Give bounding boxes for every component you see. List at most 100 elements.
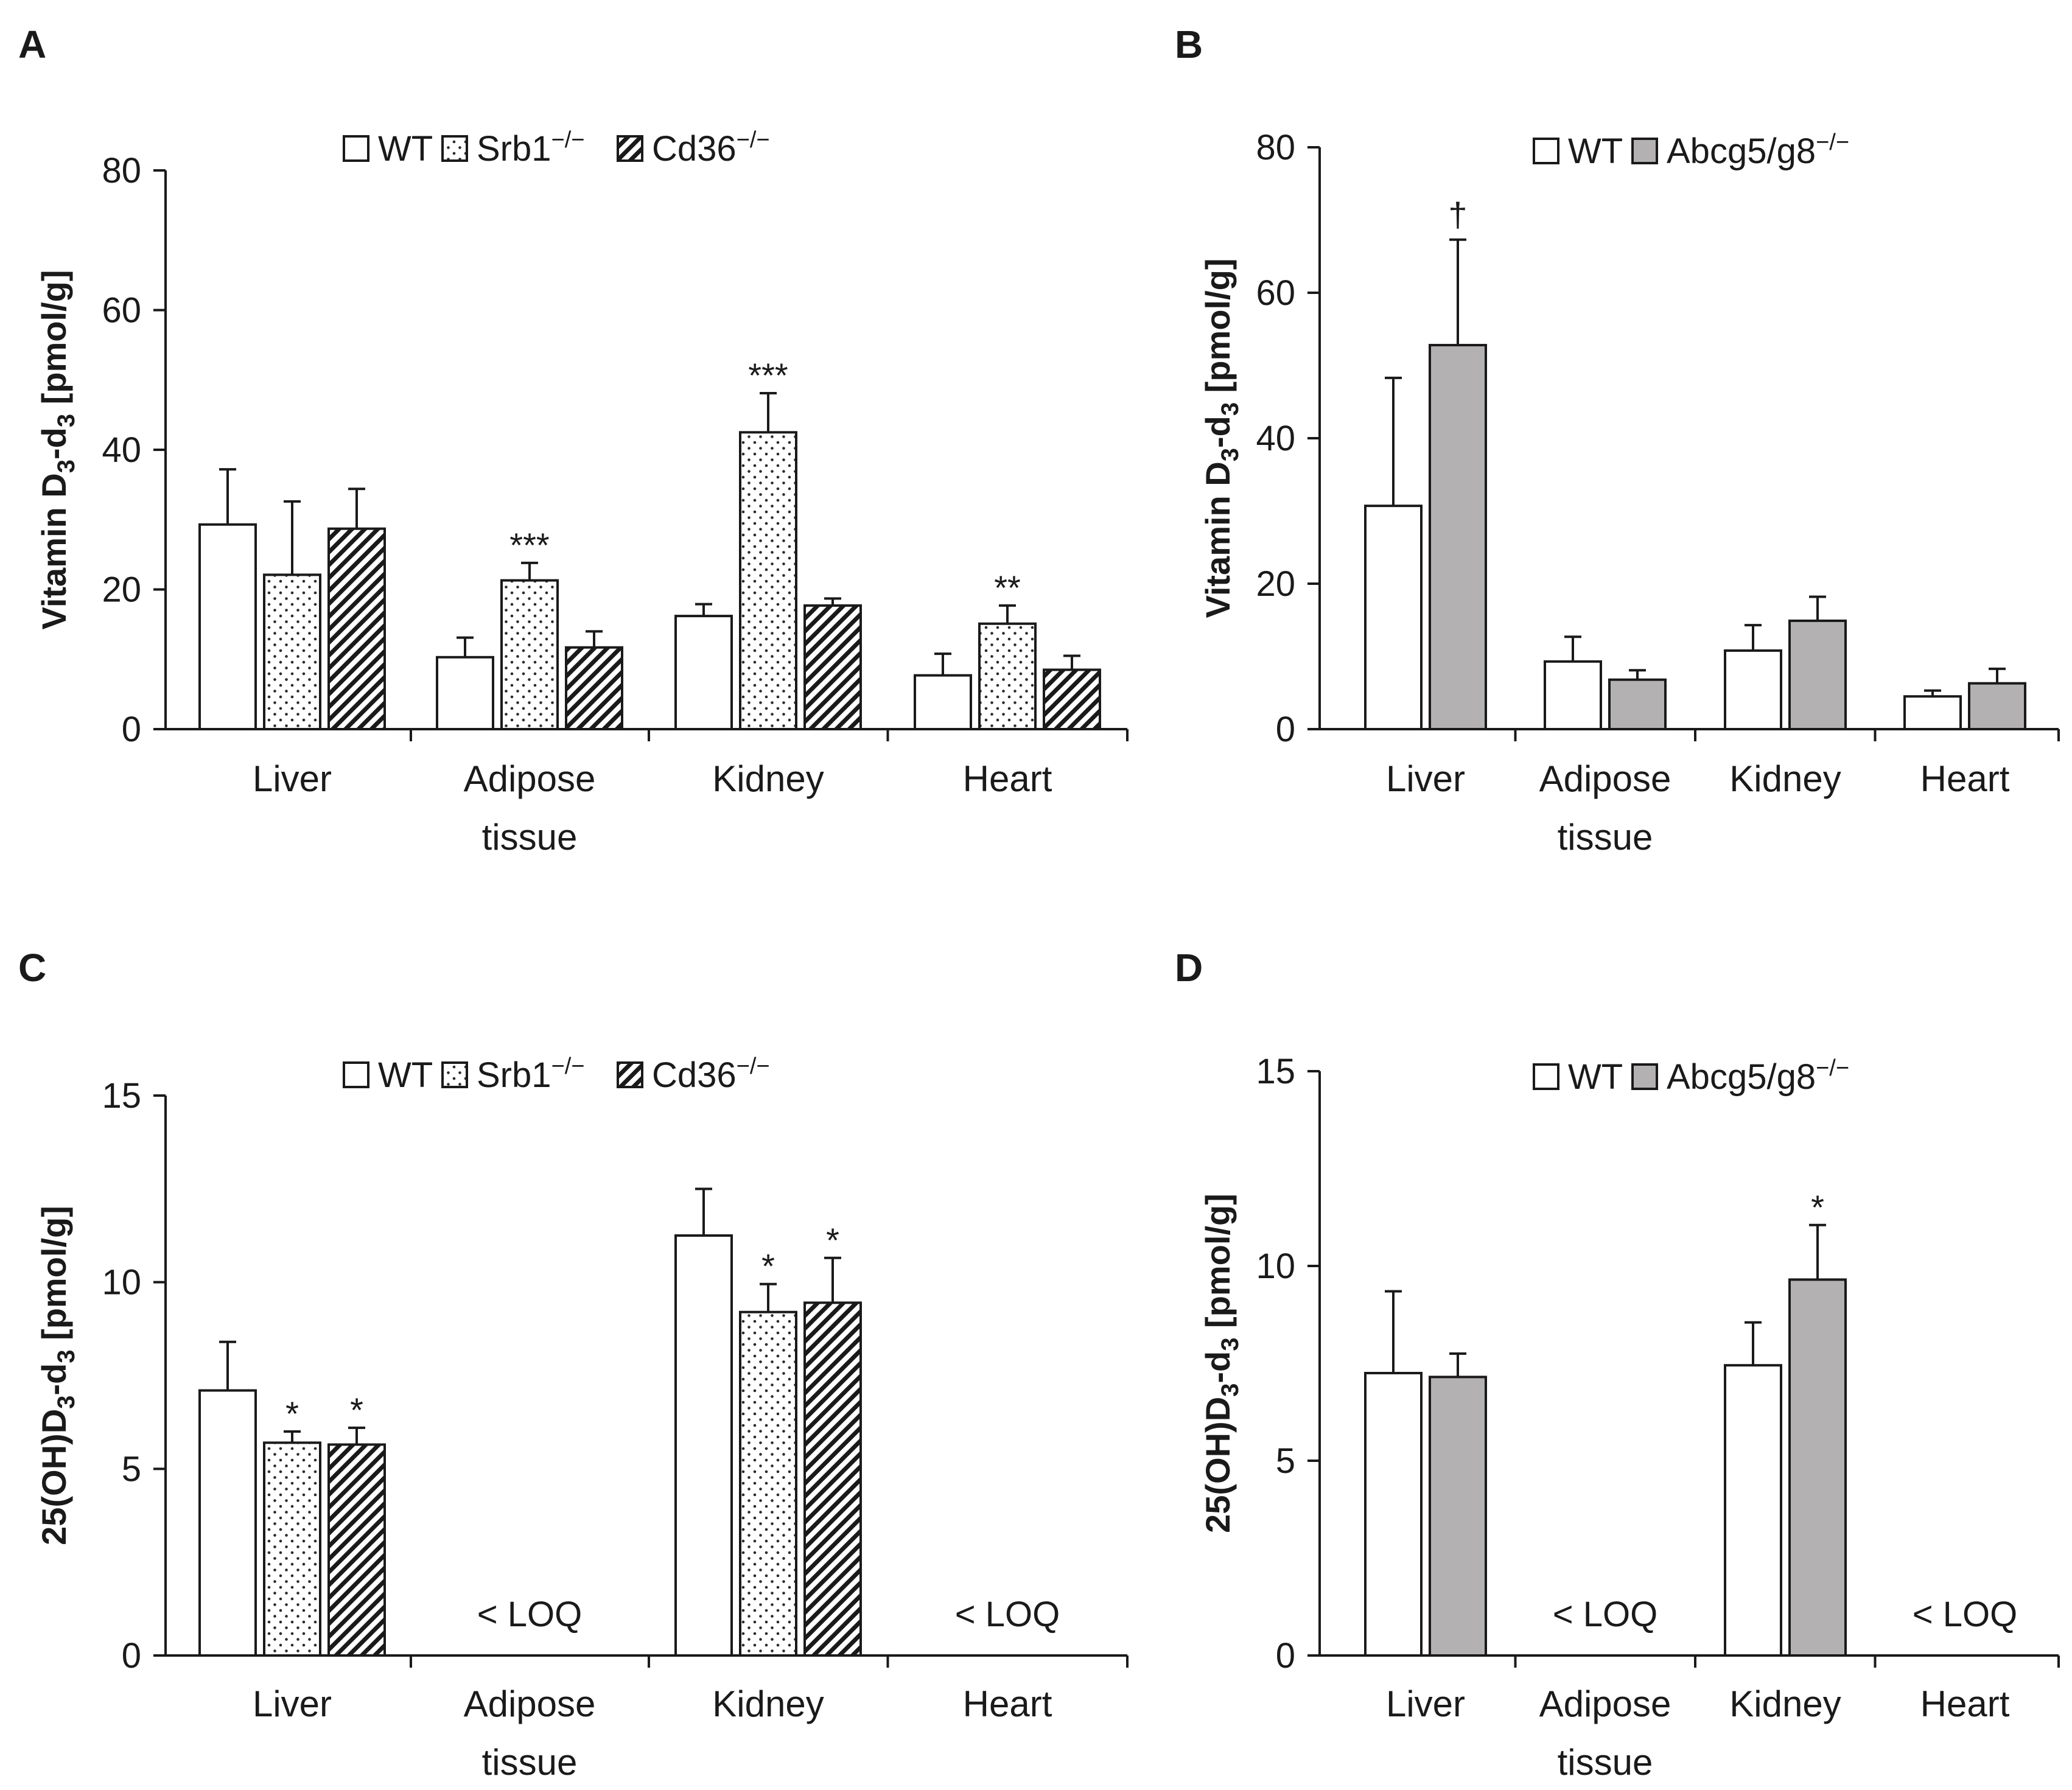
category-label: tissue (482, 1742, 578, 1783)
bar (739, 1310, 797, 1657)
category-label: Adipose (464, 1683, 596, 1724)
loq-annotation: < LOQ (1553, 1595, 1657, 1634)
bar (500, 579, 559, 731)
bar (1364, 505, 1423, 730)
legend-superscript: −/− (737, 1054, 770, 1079)
legend-swatch (343, 135, 369, 162)
bar (674, 1234, 733, 1657)
y-tick-label: 15 (102, 1076, 141, 1116)
panel-label: D (1175, 946, 1203, 990)
bar (1429, 344, 1487, 730)
y-tick-label: 5 (122, 1449, 141, 1489)
bar (1724, 1364, 1782, 1657)
y-axis-label: Vitamin D3-d3 [pmol/g] (35, 270, 80, 630)
legend-swatch (1631, 138, 1658, 164)
y-axis-label-main: Vitamin D (1199, 461, 1237, 618)
y-tick-label: 10 (102, 1263, 141, 1302)
bar (263, 1441, 321, 1657)
legend-superscript: −/− (551, 127, 585, 153)
category-label: Liver (253, 1683, 332, 1724)
legend-name: Cd36 (652, 1055, 737, 1095)
y-axis-label-main: 25(OH)D (1199, 1397, 1237, 1533)
y-tick-label: 40 (102, 430, 141, 470)
y-tick-label: 80 (102, 151, 141, 191)
bar (565, 646, 623, 731)
legend-label: Cd36−/− (652, 1054, 770, 1095)
bar (198, 523, 257, 730)
y-axis-label-sub1: 3 (53, 1396, 80, 1409)
legend-name: WT (1568, 131, 1623, 171)
legend-label: WT (378, 1055, 433, 1095)
y-axis-label-tail: [pmol/g] (1199, 259, 1237, 402)
bar (978, 622, 1037, 731)
legend-label: Abcg5/g8−/− (1667, 1055, 1849, 1097)
y-tick-label: 40 (1256, 419, 1295, 458)
y-axis-label-main: Vitamin D (35, 473, 73, 629)
legend-name: WT (378, 129, 433, 169)
y-axis-label-mid: -d (1199, 1351, 1237, 1383)
y-axis-label-mid: -d (1199, 416, 1237, 448)
panel-b: B 0 20 40 60 80 Liver Adipose tissue Kidney Heart V… (1175, 23, 2060, 858)
bar (327, 1443, 386, 1657)
bar (1788, 1278, 1847, 1657)
bar (739, 431, 797, 730)
legend-swatch (343, 1061, 369, 1088)
bar (914, 674, 972, 730)
category-label: Adipose (1539, 758, 1671, 799)
legend-swatch (441, 1061, 468, 1088)
category-label: Kidney (712, 758, 824, 799)
category-label: tissue (1558, 817, 1653, 858)
legend-label: WT (378, 129, 433, 169)
legend-superscript: −/− (737, 127, 770, 153)
bar (1608, 678, 1667, 730)
significance-marker: † (1448, 195, 1467, 234)
bar (1968, 682, 2026, 730)
y-axis-label-sub1: 3 (53, 460, 80, 473)
legend-label: WT (1568, 131, 1623, 171)
category-label: Heart (1920, 758, 2010, 799)
legend-swatch (441, 135, 468, 162)
legend-name: Abcg5/g8 (1667, 131, 1816, 171)
category-label: Adipose (1539, 1683, 1671, 1724)
y-tick-label: 60 (1256, 273, 1295, 313)
y-axis-label-mid: -d (35, 1363, 73, 1396)
legend-label: WT (1568, 1057, 1623, 1097)
legend-superscript: −/− (1816, 130, 1849, 155)
loq-annotation: < LOQ (477, 1595, 582, 1634)
y-tick-label: 0 (122, 1636, 141, 1676)
y-tick-label: 0 (1276, 1636, 1295, 1676)
bar (803, 604, 862, 731)
y-axis-label: 25(OH)D3-d3 [pmol/g] (35, 1206, 80, 1545)
legend-swatch (617, 135, 643, 162)
legend-superscript: −/− (551, 1054, 585, 1079)
y-axis-label-tail: [pmol/g] (35, 270, 73, 414)
significance-marker: * (761, 1247, 775, 1285)
legend-superscript: −/− (1816, 1055, 1849, 1081)
y-tick-label: 15 (1256, 1052, 1295, 1091)
bar (1043, 668, 1101, 731)
category-label: Heart (963, 1683, 1052, 1724)
y-tick-label: 60 (102, 291, 141, 330)
bar (1903, 695, 1962, 730)
y-axis-label-sub2: 3 (1217, 402, 1244, 416)
y-axis-label-mid: -d (35, 427, 73, 460)
panel-label: B (1175, 23, 1203, 66)
significance-marker: * (826, 1221, 839, 1259)
bar (1544, 660, 1602, 730)
y-axis-label-sub1: 3 (1217, 1383, 1244, 1397)
category-label: tissue (1558, 1742, 1653, 1783)
bar (436, 656, 494, 730)
legend-swatch (1533, 1063, 1559, 1090)
y-axis-label-sub2: 3 (53, 414, 80, 427)
y-axis-label-tail: [pmol/g] (1199, 1194, 1237, 1337)
legend-name: Cd36 (652, 129, 737, 169)
category-label: Adipose (464, 758, 596, 799)
significance-marker: * (350, 1391, 363, 1429)
legend-label: Cd36−/− (652, 127, 770, 169)
category-label: Liver (253, 758, 332, 799)
y-tick-label: 80 (1256, 128, 1295, 167)
y-tick-label: 20 (102, 570, 141, 610)
legend-swatch (1631, 1063, 1658, 1090)
category-label: Kidney (712, 1683, 824, 1724)
bar (1364, 1372, 1423, 1657)
